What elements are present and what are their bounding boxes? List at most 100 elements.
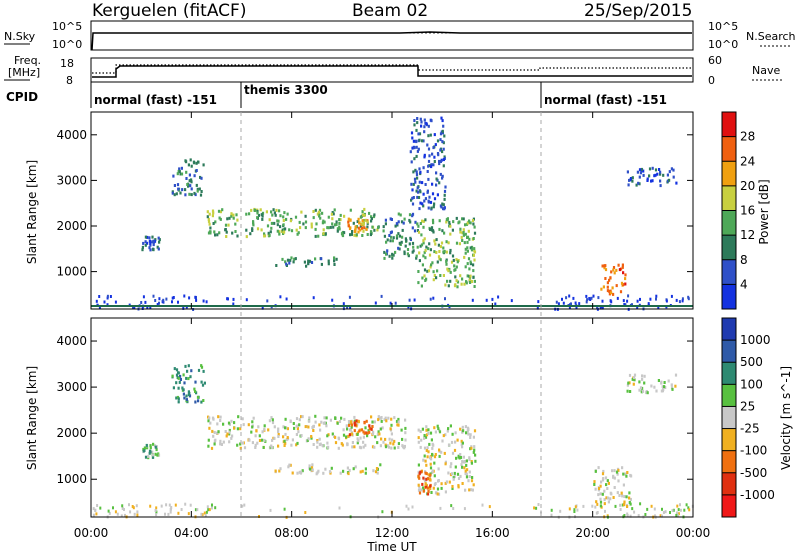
scatter-cell	[435, 171, 438, 175]
scatter-cell	[149, 446, 152, 450]
scatter-cell	[601, 472, 605, 476]
colorbar-tick-label: 1000	[740, 333, 771, 347]
scatter-cell	[216, 233, 219, 237]
noise-tick-low-left: 10^0	[52, 38, 82, 51]
scatter-cell	[599, 500, 603, 504]
clutter-cell	[261, 306, 264, 310]
scatter-cell	[444, 460, 447, 464]
scatter-cell	[464, 251, 467, 255]
scatter-cell	[454, 465, 457, 469]
scatter-cell	[633, 376, 636, 379]
scatter-cell	[624, 472, 627, 476]
scatter-cell	[394, 250, 397, 254]
scatter-cell	[420, 488, 423, 492]
scatter-cell	[464, 223, 467, 227]
scatter-cell	[276, 223, 279, 227]
clutter-cell	[304, 511, 307, 514]
scatter-cell	[469, 260, 472, 264]
scatter-cell	[425, 484, 428, 488]
scatter-cell	[171, 374, 174, 378]
scatter-cell	[356, 441, 359, 445]
scatter-cell	[254, 443, 257, 447]
scatter-cell	[224, 228, 227, 231]
scatter-cell	[427, 206, 430, 210]
scatter-cell	[376, 433, 379, 437]
scatter-cell	[295, 417, 299, 421]
scatter-cell	[231, 231, 234, 235]
scatter-cell	[453, 264, 456, 268]
scatter-cell	[390, 218, 393, 221]
scatter-cell	[349, 420, 353, 424]
clutter-cell	[158, 301, 160, 305]
scatter-cell	[392, 442, 395, 446]
scatter-cell	[370, 219, 373, 223]
scatter-cell	[603, 498, 606, 502]
scatter-cell	[256, 209, 259, 213]
scatter-cell	[472, 237, 475, 240]
colorbar-tick-label: -1000	[740, 488, 775, 502]
scatter-cell	[640, 390, 643, 394]
scatter-cell	[398, 241, 401, 245]
scatter-cell	[463, 255, 466, 259]
scatter-cell	[626, 471, 629, 474]
scatter-cell	[443, 231, 446, 235]
scatter-cell	[196, 395, 200, 399]
scatter-cell	[421, 427, 424, 431]
scatter-cell	[429, 462, 432, 466]
scatter-cell	[461, 465, 464, 469]
clutter-cell	[279, 295, 282, 299]
scatter-cell	[237, 415, 240, 419]
scatter-cell	[379, 427, 382, 431]
scatter-cell	[606, 285, 609, 289]
scatter-cell	[377, 418, 380, 422]
scatter-cell	[441, 140, 444, 144]
nave-trace	[92, 64, 692, 74]
scatter-cell	[314, 257, 317, 261]
scatter-cell	[185, 170, 188, 174]
scatter-cell	[424, 256, 427, 260]
clutter-cell	[381, 510, 384, 514]
scatter-cell	[609, 497, 612, 501]
scatter-cell	[322, 232, 325, 235]
scatter-cell	[666, 173, 669, 177]
scatter-cell	[469, 262, 472, 266]
scatter-cell	[423, 436, 426, 440]
scatter-cell	[200, 176, 203, 180]
scatter-cell	[402, 445, 405, 449]
scatter-cell	[302, 222, 305, 226]
scatter-cell	[433, 155, 436, 159]
scatter-cell	[433, 160, 436, 163]
scatter-cell	[401, 437, 404, 441]
clutter-cell	[92, 507, 95, 511]
scatter-cell	[277, 444, 280, 448]
clutter-cell	[106, 303, 109, 307]
clutter-cell	[165, 503, 168, 507]
scatter-cell	[395, 419, 399, 423]
scatter-cell	[427, 124, 430, 128]
nsearch-label: N.Search	[746, 30, 796, 43]
scatter-cell	[441, 176, 444, 180]
clutter-cell	[595, 511, 598, 515]
scatter-cell	[455, 258, 458, 262]
scatter-cell	[431, 152, 434, 156]
scatter-cell	[157, 453, 161, 457]
scatter-cell	[188, 179, 191, 183]
clutter-cell	[129, 510, 132, 514]
scatter-cell	[207, 231, 211, 235]
scatter-cell	[447, 443, 451, 447]
clutter-cell	[170, 506, 173, 509]
scatter-cell	[178, 167, 181, 171]
scatter-cell	[361, 469, 364, 473]
scatter-cell	[392, 236, 395, 240]
scatter-cell	[456, 438, 459, 442]
clutter-cell	[537, 300, 540, 304]
scatter-cell	[339, 471, 342, 475]
scatter-cell	[447, 284, 450, 288]
scatter-cell	[285, 438, 288, 442]
scatter-cell	[370, 415, 373, 419]
scatter-cell	[179, 191, 182, 195]
scatter-cell	[451, 451, 455, 455]
scatter-cell	[411, 214, 414, 218]
